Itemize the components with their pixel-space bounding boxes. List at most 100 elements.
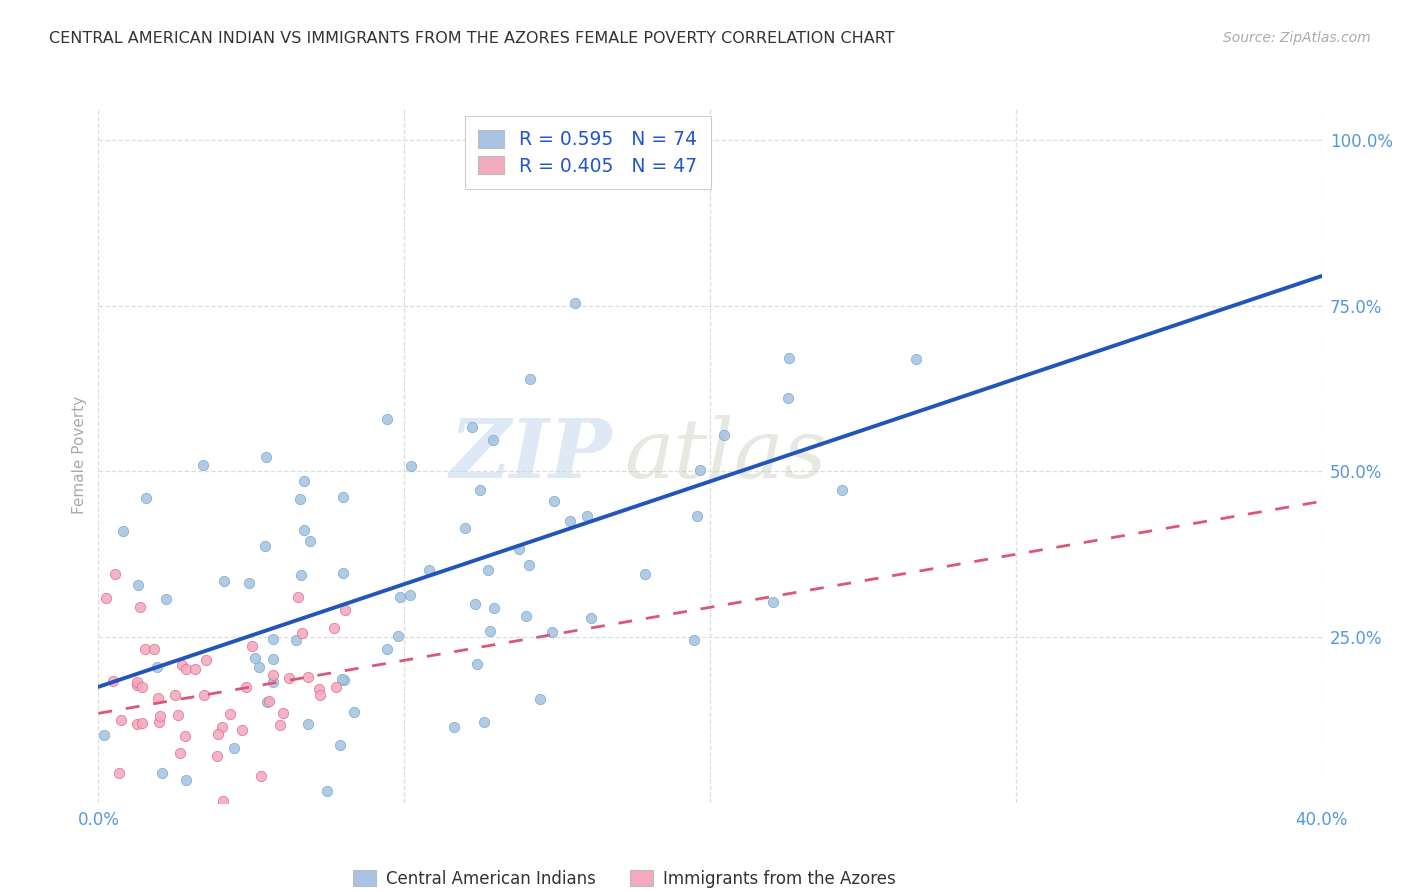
Point <box>262 674 284 689</box>
Point <box>134 642 156 657</box>
Point <box>285 632 308 647</box>
Point <box>778 392 800 406</box>
Point <box>332 566 354 580</box>
Point <box>778 351 800 365</box>
Point <box>256 695 278 709</box>
Point <box>253 539 276 553</box>
Point <box>222 741 245 756</box>
Point <box>443 720 465 734</box>
Point <box>905 351 928 366</box>
Point <box>332 490 354 504</box>
Point <box>131 680 153 694</box>
Point <box>205 748 228 763</box>
Point <box>169 746 191 760</box>
Point <box>101 673 124 688</box>
Point <box>238 576 260 591</box>
Point <box>212 574 235 588</box>
Point <box>325 680 347 694</box>
Point <box>131 715 153 730</box>
Point <box>277 671 299 685</box>
Point <box>257 694 280 708</box>
Point <box>112 524 135 538</box>
Point <box>125 675 148 690</box>
Point <box>174 729 197 743</box>
Point <box>184 662 207 676</box>
Point <box>288 491 311 506</box>
Point <box>472 714 495 729</box>
Point <box>172 658 194 673</box>
Point <box>292 475 315 489</box>
Point <box>297 716 319 731</box>
Point <box>218 706 240 721</box>
Point <box>249 769 271 783</box>
Text: ZIP: ZIP <box>450 415 612 495</box>
Point <box>262 652 284 666</box>
Point <box>564 296 586 310</box>
Point <box>167 707 190 722</box>
Point <box>558 514 581 528</box>
Point <box>299 533 322 548</box>
Point <box>148 715 170 730</box>
Point <box>464 598 486 612</box>
Point <box>193 688 215 702</box>
Point <box>461 419 484 434</box>
Point <box>194 653 217 667</box>
Point <box>579 611 602 625</box>
Point <box>468 483 491 497</box>
Point <box>254 450 277 465</box>
Point <box>479 624 502 638</box>
Point <box>176 662 198 676</box>
Point <box>93 728 115 742</box>
Point <box>477 563 499 577</box>
Point <box>519 558 541 572</box>
Point <box>329 738 352 752</box>
Point <box>418 563 440 577</box>
Point <box>465 657 488 671</box>
Point <box>375 642 398 657</box>
Point <box>308 682 330 697</box>
Point <box>262 667 284 681</box>
Point <box>333 673 356 688</box>
Point <box>540 624 562 639</box>
Point <box>211 721 233 735</box>
Point <box>665 157 688 171</box>
Point <box>401 459 423 474</box>
Point <box>375 412 398 426</box>
Point <box>128 600 150 615</box>
Point <box>290 568 312 582</box>
Point <box>387 629 409 643</box>
Point <box>108 765 131 780</box>
Point <box>543 493 565 508</box>
Point <box>713 427 735 442</box>
Point <box>110 713 132 727</box>
Point <box>332 672 354 686</box>
Point <box>519 372 541 386</box>
Point <box>231 723 253 737</box>
Point <box>150 765 173 780</box>
Point <box>155 591 177 606</box>
Point <box>454 521 477 535</box>
Point <box>683 633 706 648</box>
Point <box>575 508 598 523</box>
Point <box>135 491 157 506</box>
Point <box>291 626 314 640</box>
Point <box>269 718 291 732</box>
Point <box>316 784 339 798</box>
Point <box>104 566 127 581</box>
Point <box>685 508 707 523</box>
Point <box>240 639 263 653</box>
Text: atlas: atlas <box>624 415 827 495</box>
Point <box>484 601 506 615</box>
Point <box>146 690 169 705</box>
Point <box>292 523 315 537</box>
Point <box>388 591 411 605</box>
Point <box>831 483 853 497</box>
Point <box>399 588 422 602</box>
Point <box>212 794 235 808</box>
Point <box>333 603 356 617</box>
Point <box>191 458 214 472</box>
Point <box>297 670 319 684</box>
Point <box>343 705 366 719</box>
Legend: Central American Indians, Immigrants from the Azores: Central American Indians, Immigrants fro… <box>346 863 903 892</box>
Point <box>96 591 118 606</box>
